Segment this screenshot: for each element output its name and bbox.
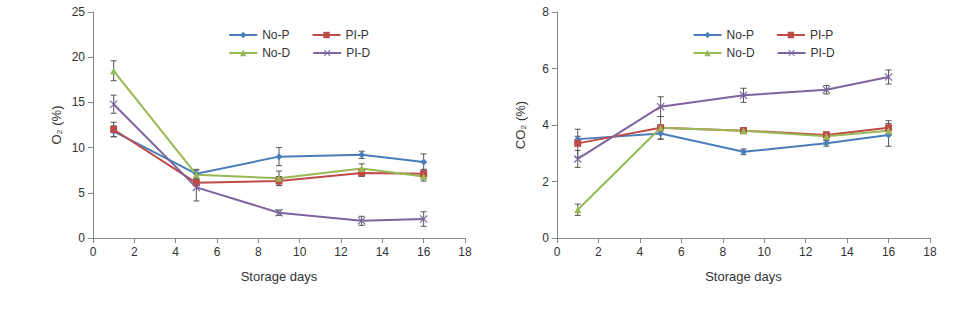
svg-text:Storage days: Storage days bbox=[241, 269, 318, 284]
svg-text:6: 6 bbox=[678, 245, 685, 259]
svg-text:4: 4 bbox=[542, 118, 549, 132]
svg-text:2: 2 bbox=[542, 175, 549, 189]
svg-text:6: 6 bbox=[214, 245, 221, 259]
svg-text:20: 20 bbox=[72, 50, 86, 64]
svg-text:O₂ (%): O₂ (%) bbox=[49, 106, 64, 145]
svg-text:No-D: No-D bbox=[262, 46, 290, 60]
svg-text:0: 0 bbox=[78, 231, 85, 245]
svg-text:14: 14 bbox=[840, 245, 854, 259]
svg-text:8: 8 bbox=[719, 245, 726, 259]
svg-text:8: 8 bbox=[542, 5, 549, 19]
svg-text:18: 18 bbox=[458, 245, 472, 259]
svg-text:PI-D: PI-D bbox=[346, 46, 370, 60]
svg-text:14: 14 bbox=[376, 245, 390, 259]
svg-text:6: 6 bbox=[542, 62, 549, 76]
svg-text:No-P: No-P bbox=[262, 28, 289, 42]
svg-text:No-P: No-P bbox=[727, 28, 754, 42]
svg-text:2: 2 bbox=[131, 245, 138, 259]
svg-text:4: 4 bbox=[172, 245, 179, 259]
svg-text:PI-D: PI-D bbox=[811, 46, 835, 60]
svg-text:4: 4 bbox=[637, 245, 644, 259]
svg-text:15: 15 bbox=[72, 95, 86, 109]
svg-text:10: 10 bbox=[758, 245, 772, 259]
svg-text:5: 5 bbox=[78, 186, 85, 200]
svg-text:16: 16 bbox=[417, 245, 431, 259]
svg-text:18: 18 bbox=[923, 245, 937, 259]
svg-text:0: 0 bbox=[542, 231, 549, 245]
svg-text:8: 8 bbox=[255, 245, 262, 259]
svg-text:0: 0 bbox=[554, 245, 561, 259]
svg-text:12: 12 bbox=[334, 245, 348, 259]
svg-text:10: 10 bbox=[293, 245, 307, 259]
svg-text:Storage days: Storage days bbox=[705, 269, 782, 284]
svg-text:PI-P: PI-P bbox=[346, 28, 369, 42]
svg-text:16: 16 bbox=[882, 245, 896, 259]
svg-text:PI-P: PI-P bbox=[810, 28, 833, 42]
svg-text:12: 12 bbox=[799, 245, 813, 259]
svg-text:0: 0 bbox=[90, 245, 97, 259]
svg-text:25: 25 bbox=[72, 5, 86, 19]
svg-text:No-D: No-D bbox=[727, 46, 755, 60]
svg-text:2: 2 bbox=[595, 245, 602, 259]
svg-text:CO₂ (%): CO₂ (%) bbox=[513, 101, 528, 149]
svg-text:10: 10 bbox=[72, 141, 86, 155]
